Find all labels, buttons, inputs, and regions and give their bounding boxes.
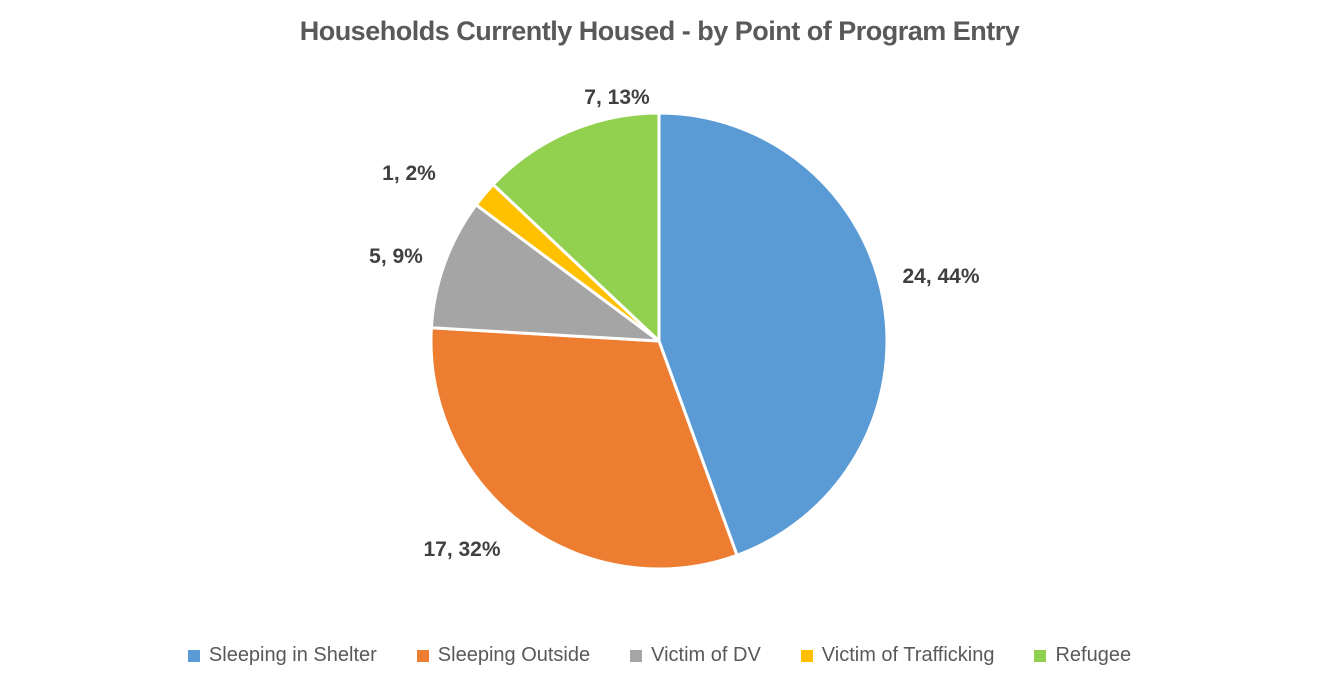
legend-item-victim-of-dv: Victim of DV (630, 644, 761, 667)
legend-swatch-icon (630, 649, 643, 662)
legend-item-sleeping-outside: Sleeping Outside (416, 644, 591, 667)
legend-swatch-icon (416, 649, 429, 662)
chart-title: Households Currently Housed - by Point o… (299, 16, 1020, 46)
legend-label: Refugee (1055, 644, 1132, 666)
data-label-sleeping-outside: 17, 32% (423, 538, 501, 561)
pie-slice-sleeping-outside (429, 326, 739, 571)
data-label-victim-of-trafficking: 1, 2% (382, 162, 436, 185)
legend-label: Victim of DV (651, 644, 761, 666)
legend-item-victim-of-trafficking: Victim of Trafficking (800, 644, 995, 667)
legend-item-sleeping-in-shelter: Sleeping in Shelter (187, 644, 377, 667)
data-label-sleeping-in-shelter: 24, 44% (902, 265, 980, 288)
pie-slice-victim-of-dv (429, 203, 661, 343)
legend-swatch-icon (800, 649, 813, 662)
legend-label: Victim of Trafficking (821, 644, 995, 666)
pie-slice-refugee (491, 111, 661, 343)
legend-swatch-icon (1034, 649, 1047, 662)
chart-legend: Sleeping in Shelter Sleeping Outside Victi… (0, 644, 1319, 667)
data-label-refugee: 7, 13% (584, 86, 650, 109)
data-label-victim-of-dv: 5, 9% (369, 245, 423, 268)
legend-label: Sleeping Outside (437, 644, 591, 666)
legend-label: Sleeping in Shelter (208, 644, 377, 666)
legend-item-refugee: Refugee (1034, 644, 1131, 667)
pie-slice-sleeping-in-shelter (657, 111, 889, 557)
legend-swatch-icon (187, 649, 200, 662)
